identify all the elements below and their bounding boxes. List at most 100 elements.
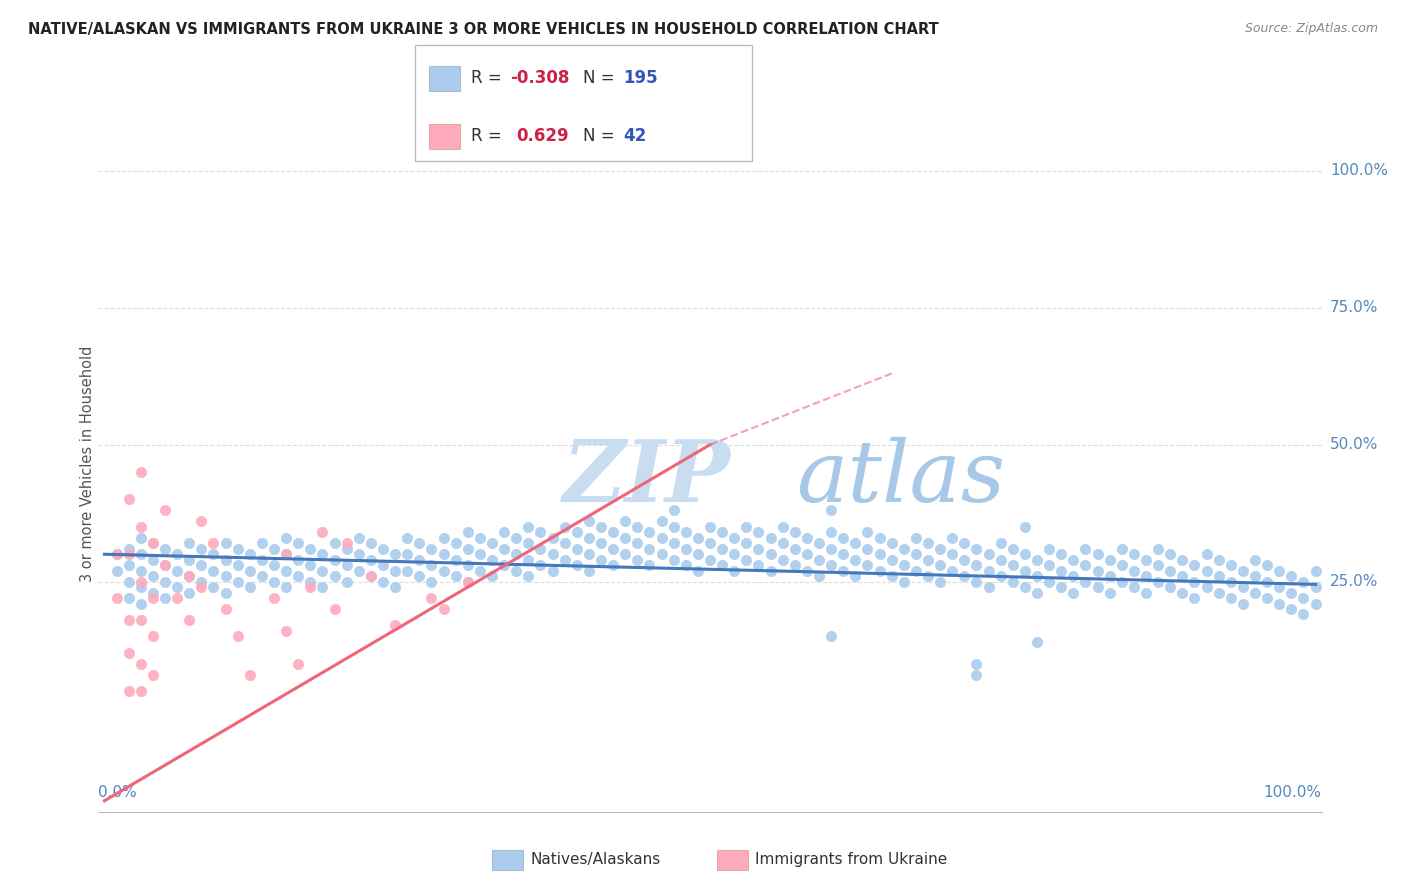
Point (1305, 597, 1327, 611)
Point (129, 684, 152, 698)
Point (772, 536, 794, 550)
Point (589, 552, 612, 566)
Point (977, 547, 1000, 561)
Point (941, 564, 963, 578)
Point (432, 564, 454, 578)
Point (190, 541, 212, 556)
Point (772, 520, 794, 534)
Point (371, 558, 394, 573)
Point (820, 629, 842, 643)
Point (118, 574, 141, 589)
Point (759, 547, 782, 561)
Point (118, 541, 141, 556)
Point (129, 574, 152, 589)
Point (808, 536, 831, 550)
Point (966, 558, 988, 573)
Point (444, 569, 467, 583)
Point (214, 585, 236, 599)
Point (129, 564, 152, 578)
Point (142, 667, 165, 681)
Point (1062, 585, 1084, 599)
Point (118, 547, 141, 561)
Point (589, 520, 612, 534)
Point (1098, 569, 1121, 583)
Point (153, 591, 176, 605)
Point (336, 574, 359, 589)
Point (1244, 569, 1267, 583)
Point (129, 657, 152, 671)
Point (808, 569, 831, 583)
Point (1001, 574, 1024, 589)
Point (360, 569, 382, 583)
Point (129, 580, 152, 594)
Point (1122, 564, 1144, 578)
Point (832, 547, 855, 561)
Point (190, 574, 212, 589)
Point (541, 564, 564, 578)
Point (565, 558, 588, 573)
Point (1256, 574, 1278, 589)
Point (554, 536, 576, 550)
Point (166, 564, 188, 578)
Text: ZIP: ZIP (564, 436, 731, 519)
Point (735, 520, 758, 534)
Point (796, 531, 818, 545)
Point (142, 629, 165, 643)
Point (638, 525, 661, 540)
Text: N =: N = (583, 70, 620, 87)
Point (1171, 552, 1194, 566)
Point (214, 536, 236, 550)
Point (1208, 552, 1230, 566)
Point (457, 525, 479, 540)
Point (142, 536, 165, 550)
Point (1135, 569, 1157, 583)
Point (651, 531, 673, 545)
Point (202, 536, 225, 550)
Point (844, 569, 866, 583)
Point (554, 520, 576, 534)
Point (699, 552, 721, 566)
Point (941, 547, 963, 561)
Point (1305, 564, 1327, 578)
Point (384, 580, 406, 594)
Point (432, 602, 454, 616)
Point (904, 564, 927, 578)
Point (1195, 547, 1218, 561)
Point (336, 558, 359, 573)
Point (457, 541, 479, 556)
Point (869, 531, 891, 545)
Point (105, 564, 128, 578)
Point (966, 541, 988, 556)
Point (1111, 541, 1133, 556)
Point (129, 520, 152, 534)
Point (1050, 547, 1073, 561)
Text: 0.0%: 0.0% (98, 785, 138, 800)
Point (1074, 574, 1097, 589)
Point (347, 531, 370, 545)
Point (408, 569, 430, 583)
Point (711, 541, 734, 556)
Point (166, 547, 188, 561)
Point (1268, 580, 1291, 594)
Point (468, 531, 491, 545)
Point (565, 525, 588, 540)
Point (1195, 580, 1218, 594)
Point (1111, 574, 1133, 589)
Point (384, 564, 406, 578)
Point (1087, 547, 1109, 561)
Point (1050, 564, 1073, 578)
Point (1001, 541, 1024, 556)
Point (494, 558, 516, 573)
Point (1305, 580, 1327, 594)
Point (384, 618, 406, 632)
Point (869, 547, 891, 561)
Point (311, 580, 333, 594)
Point (179, 613, 201, 627)
Point (578, 547, 600, 561)
Point (1147, 574, 1170, 589)
Point (880, 536, 903, 550)
Point (1135, 585, 1157, 599)
Point (1050, 580, 1073, 594)
Point (662, 503, 685, 517)
Text: Natives/Alaskans: Natives/Alaskans (530, 853, 661, 867)
